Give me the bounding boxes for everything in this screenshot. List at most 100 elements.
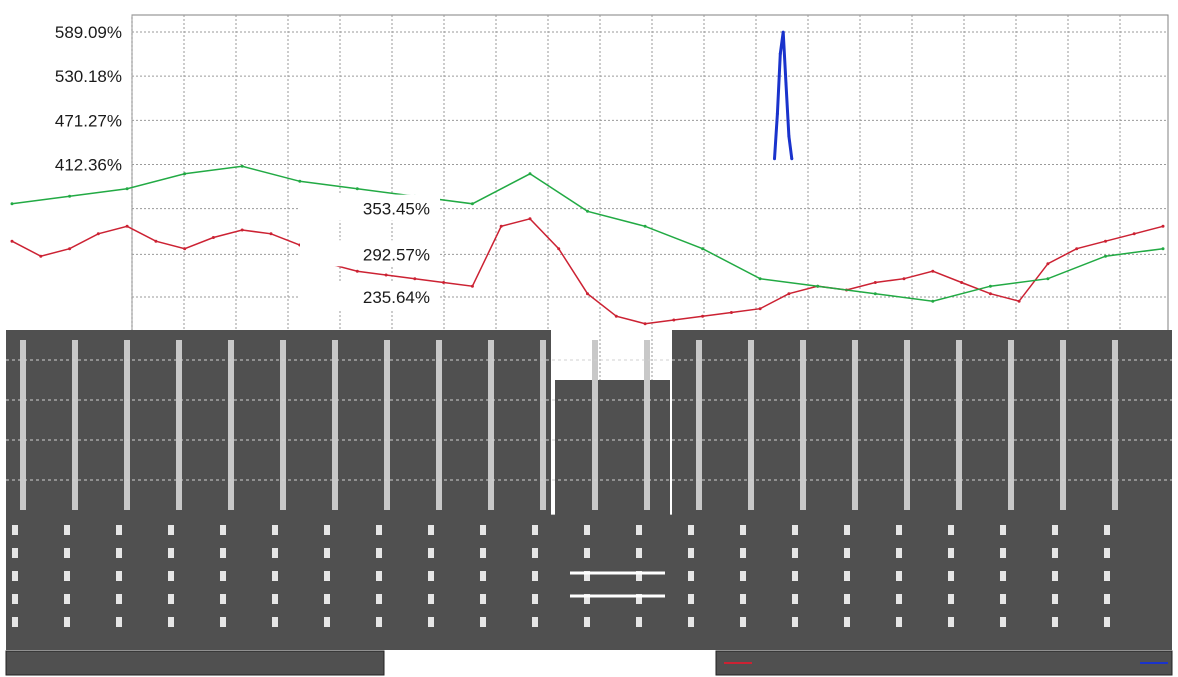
data-point	[269, 232, 273, 236]
x-tick-mark	[428, 525, 434, 535]
data-point	[672, 318, 676, 322]
data-point	[68, 247, 72, 251]
x-tick-mark	[792, 594, 798, 604]
data-point	[240, 164, 244, 168]
data-point	[183, 247, 187, 251]
x-tick-mark	[220, 525, 226, 535]
panel-stripe	[20, 340, 26, 510]
x-tick-mark	[64, 617, 70, 627]
x-tick-mark	[116, 594, 122, 604]
x-tick-mark	[896, 571, 902, 581]
x-tick-mark	[428, 594, 434, 604]
panel-stripe	[176, 340, 182, 510]
data-point	[413, 277, 417, 281]
x-tick-mark	[584, 571, 590, 581]
y-tick-label: 471.27%	[55, 111, 122, 130]
x-tick-mark	[428, 571, 434, 581]
x-tick-mark	[116, 617, 122, 627]
x-tick-mark	[220, 548, 226, 558]
x-tick-mark	[636, 594, 642, 604]
x-tick-mark	[948, 594, 954, 604]
x-tick-mark	[1104, 594, 1110, 604]
panel-stripe	[540, 340, 546, 510]
data-point	[183, 172, 187, 176]
legend	[5, 650, 1173, 676]
x-tick-mark	[792, 525, 798, 535]
x-tick-mark	[1000, 525, 1006, 535]
panel-stripe	[748, 340, 754, 510]
x-tick-mark	[376, 525, 382, 535]
x-tick-mark	[688, 571, 694, 581]
panel-stripe	[124, 340, 130, 510]
x-tick-mark	[12, 571, 18, 581]
x-tick-mark	[1104, 571, 1110, 581]
x-tick-mark	[272, 525, 278, 535]
x-tick-mark	[896, 617, 902, 627]
x-tick-mark	[740, 548, 746, 558]
data-point	[125, 187, 129, 191]
x-tick-mark	[324, 571, 330, 581]
y-tick-label: 530.18%	[55, 67, 122, 86]
data-point	[96, 232, 100, 236]
x-tick-mark	[116, 571, 122, 581]
panel-stripe	[956, 340, 962, 510]
x-tick-mark	[168, 571, 174, 581]
x-tick-mark	[532, 525, 538, 535]
data-point	[211, 236, 215, 239]
x-tick-mark	[532, 548, 538, 558]
x-tick-mark	[168, 548, 174, 558]
data-point	[775, 112, 779, 116]
x-tick-mark	[844, 548, 850, 558]
x-tick-mark	[272, 594, 278, 604]
x-tick-mark	[168, 617, 174, 627]
x-tick-mark	[272, 548, 278, 558]
x-tick-mark	[480, 525, 486, 535]
x-tick-mark	[844, 525, 850, 535]
panel-stripe	[332, 340, 338, 510]
data-point	[1046, 277, 1050, 281]
data-point	[240, 228, 244, 232]
x-axis-band	[6, 515, 1172, 650]
x-tick-mark	[532, 594, 538, 604]
x-tick-mark	[376, 594, 382, 604]
panel-stripe	[592, 340, 598, 510]
x-tick-mark	[740, 571, 746, 581]
x-tick-mark	[584, 617, 590, 627]
data-point	[586, 209, 589, 213]
data-point	[988, 292, 992, 296]
x-tick-mark	[844, 594, 850, 604]
y-tick-label-backdrop	[300, 283, 440, 309]
data-point	[758, 307, 762, 311]
data-point	[355, 269, 359, 273]
x-tick-mark	[1052, 617, 1058, 627]
data-point	[988, 284, 992, 288]
data-point	[873, 281, 877, 284]
x-tick-mark	[324, 525, 330, 535]
panel-stripe	[644, 340, 650, 510]
data-point	[1046, 262, 1050, 266]
x-tick-mark	[792, 548, 798, 558]
x-tick-mark	[12, 548, 18, 558]
x-tick-mark	[896, 525, 902, 535]
x-tick-mark	[272, 617, 278, 627]
y-tick-label-backdrop	[300, 194, 440, 221]
lower-panel-right	[672, 330, 1172, 515]
panel-stripe	[228, 340, 234, 510]
data-point	[499, 224, 503, 228]
legend-right-box	[715, 650, 1173, 676]
data-point	[39, 254, 43, 258]
data-point	[528, 217, 532, 221]
x-tick-mark	[1000, 617, 1006, 627]
x-tick-mark	[948, 617, 954, 627]
panel-stripe	[1060, 340, 1066, 510]
x-tick-mark	[12, 525, 18, 535]
data-point	[758, 277, 762, 281]
data-point	[931, 269, 935, 273]
x-tick-mark	[688, 525, 694, 535]
x-tick-mark	[636, 548, 642, 558]
lower-panel-left	[6, 330, 551, 515]
data-point	[701, 314, 705, 318]
data-point	[1104, 239, 1107, 243]
data-point	[10, 239, 14, 243]
